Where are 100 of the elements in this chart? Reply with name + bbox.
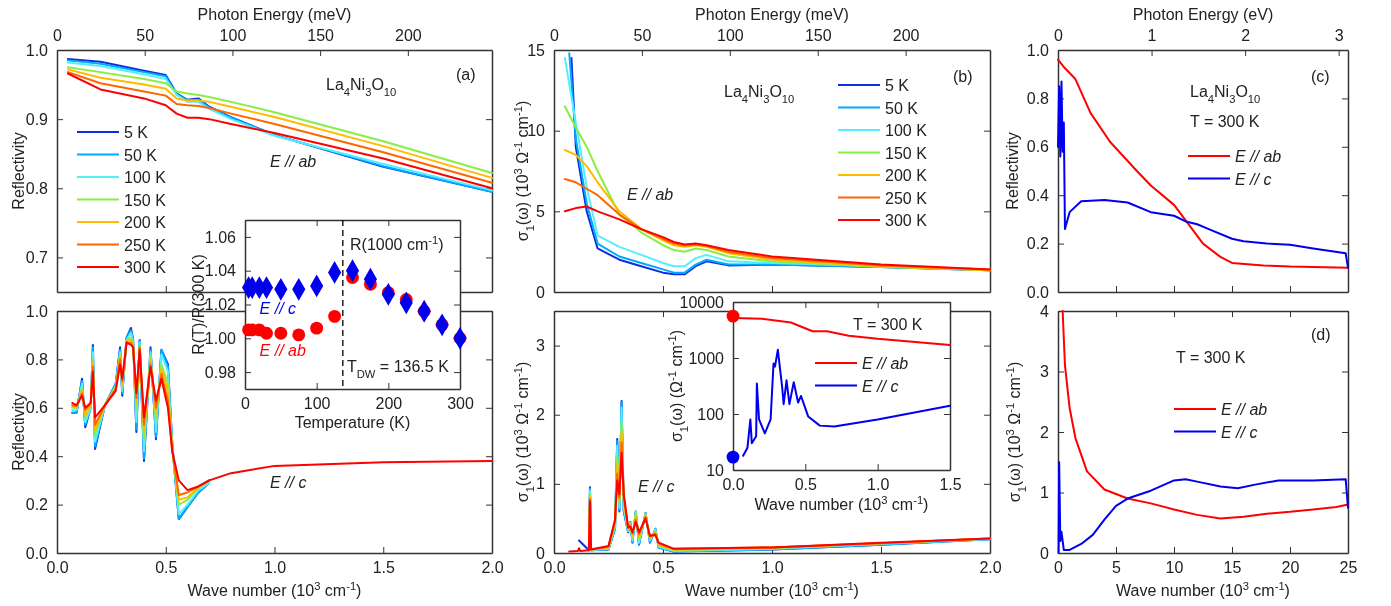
y-tick-label: 0 [1040, 544, 1050, 562]
x-tick-label: 0.5 [794, 476, 818, 494]
x2-tick-label: 0 [1054, 27, 1064, 44]
legend-label: E // ab [1221, 401, 1268, 418]
y-tick-label: 1.0 [1026, 41, 1050, 59]
x2-tick-label: 3 [1334, 27, 1344, 44]
x2-axis-title: Photon Energy (eV) [1132, 6, 1274, 23]
y-tick-label: 3 [1040, 363, 1050, 381]
y-tick-label: 0 [536, 283, 546, 301]
y-tick-label: 4 [1040, 302, 1050, 320]
x-axis-title: Temperature (K) [294, 414, 411, 431]
annotation: E // c [638, 478, 675, 495]
legend-label: 100 K [885, 122, 928, 139]
x-axis-title: Wave number (10$^{3}$ cm$^{-1}$) [1116, 580, 1290, 599]
y-tick-label: 0.4 [1026, 186, 1050, 204]
legend-label: 50 K [124, 146, 158, 164]
annotation: La$_{4}$Ni$_{3}$O$_{10}$ [724, 83, 795, 105]
y-tick-label: 1.0 [25, 302, 49, 320]
y-tick-label: 15 [527, 41, 546, 59]
x-axis-title: Wave number (10$^{3}$ cm$^{-1}$) [187, 580, 362, 599]
x-tick-label: 0.5 [155, 559, 178, 577]
legend-label: 5 K [885, 77, 910, 94]
legend-label: E // c [1221, 423, 1258, 441]
x-tick-label: 0 [241, 395, 251, 413]
legend-label: 200 K [885, 167, 928, 184]
annotation: E // c [270, 474, 307, 491]
x-tick-label: 15 [1223, 559, 1242, 577]
y-tick-label: 1000 [688, 349, 725, 367]
x2-tick-label: 2 [1241, 27, 1251, 44]
legend-label: 5 K [124, 124, 149, 141]
legend-label: 250 K [124, 236, 167, 254]
y-axis-title: Reflectivity [9, 393, 27, 471]
legend-label: 150 K [885, 144, 928, 162]
legend-label: E // ab [862, 355, 909, 372]
series-label: E // ab [259, 341, 306, 359]
x2-tick-label: 50 [633, 27, 652, 44]
y-tick-label: 0.98 [204, 363, 237, 381]
annotation: (c) [1311, 68, 1330, 85]
y-tick-label: 0 [536, 544, 546, 562]
x2-tick-label: 0 [550, 27, 560, 44]
x2-tick-label: 150 [804, 27, 832, 44]
annotation: (b) [953, 68, 973, 85]
y-tick-label: 0.6 [1026, 138, 1050, 156]
x-tick-label: 1.5 [372, 559, 395, 577]
y-tick-label: 1.04 [204, 262, 237, 280]
x-tick-label: 10 [1165, 559, 1184, 577]
y-tick-label: 10000 [679, 293, 725, 311]
annotation: E // ab [627, 186, 674, 203]
y-tick-label: 2 [1040, 423, 1050, 441]
x-tick-label: 200 [375, 395, 403, 413]
x2-tick-label: 100 [716, 27, 744, 44]
y-tick-label: 2 [536, 406, 546, 424]
x2-tick-label: 150 [307, 27, 335, 44]
annotation: T = 300 K [853, 316, 923, 333]
annotation: T = 300 K [1176, 349, 1246, 366]
x-tick-label: 2.0 [979, 559, 1002, 577]
y-tick-label: 10 [527, 122, 546, 140]
y-tick-label: 0.4 [25, 447, 49, 465]
y-tick-label: 0.0 [25, 544, 49, 562]
annotation: R(1000 cm$^{-1}$) [350, 234, 444, 253]
x2-tick-label: 0 [53, 27, 63, 44]
series-label: E // c [259, 299, 297, 317]
y-tick-label: 1 [536, 475, 546, 493]
x-tick-label: 1.0 [761, 559, 784, 577]
annotation: (d) [1311, 326, 1331, 343]
x-tick-label: 0.0 [722, 476, 745, 494]
y-tick-label: 0.9 [25, 110, 49, 128]
x-tick-label: 0 [1054, 559, 1064, 577]
x-tick-label: 1.0 [867, 476, 890, 494]
x-tick-label: 1.0 [263, 559, 287, 577]
y-tick-label: 0.2 [25, 496, 49, 514]
x-tick-label: 300 [447, 395, 474, 413]
annotation: La$_{4}$Ni$_{3}$O$_{10}$ [1190, 83, 1261, 105]
x-tick-label: 1.5 [939, 476, 962, 494]
legend-label: 200 K [124, 214, 167, 231]
x-tick-label: 0.5 [652, 559, 675, 577]
x2-axis-title: Photon Energy (meV) [197, 6, 352, 23]
y-axis-title: Reflectivity [1003, 132, 1021, 210]
annotation: T = 300 K [1190, 113, 1260, 130]
y-tick-label: 0.8 [25, 351, 49, 369]
y-tick-label: 1.06 [204, 228, 237, 246]
ref-line-label: T$_{DW}$ = 136.5 K [347, 358, 450, 380]
legend-label: 100 K [124, 169, 167, 186]
y-tick-label: 0.7 [25, 249, 49, 267]
y-tick-label: 0.8 [25, 179, 49, 197]
y-tick-label: 1.0 [25, 41, 49, 59]
y-tick-label: 0.8 [1026, 90, 1050, 108]
y-axis-title: Reflectivity [9, 132, 27, 210]
legend-label: E // c [1235, 170, 1272, 188]
y-tick-label: 10 [706, 461, 725, 479]
x-axis-title: Wave number (10$^{3}$ cm$^{-1}$) [754, 494, 929, 513]
y-tick-label: 0.2 [1026, 235, 1050, 253]
y-axis-title: R(T)/R(300 K) [189, 254, 207, 355]
y-tick-label: 3 [536, 337, 546, 355]
x-tick-label: 0.0 [46, 559, 69, 577]
y-tick-label: 1 [1040, 484, 1050, 502]
x2-tick-label: 1 [1147, 27, 1157, 44]
x-tick-label: 5 [1112, 559, 1122, 577]
legend-label: 50 K [885, 99, 919, 117]
x-tick-label: 2.0 [481, 559, 504, 577]
